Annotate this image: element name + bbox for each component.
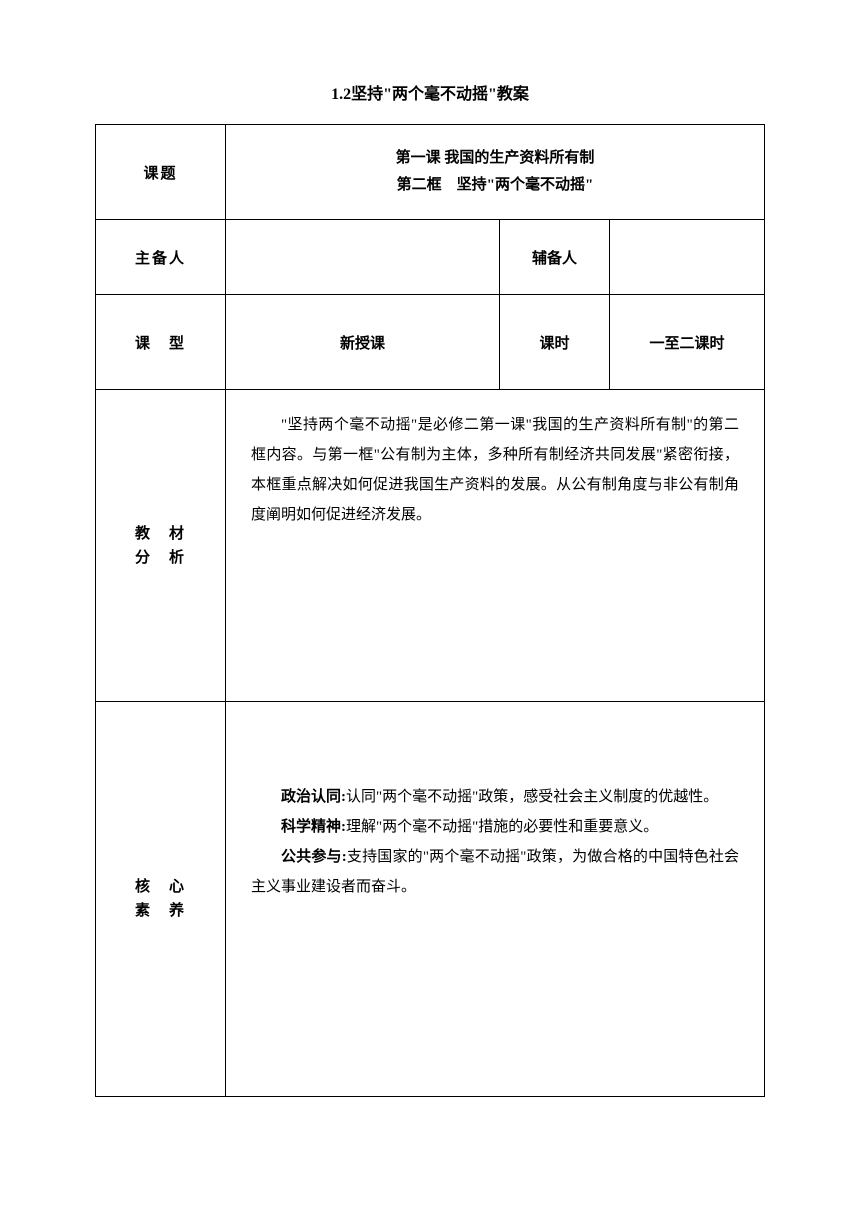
core-line2-bold: 科学精神: <box>281 819 346 835</box>
core-line1-bold: 政治认同: <box>281 789 346 805</box>
core-line1: 政治认同:认同"两个毫不动摇"政策，感受社会主义制度的优越性。 <box>251 782 739 812</box>
class-type-value: 新授课 <box>226 295 500 390</box>
topic-row: 课题 第一课 我国的生产资料所有制 第二框 坚持"两个毫不动摇" <box>96 125 765 220</box>
lesson-plan-table: 课题 第一课 我国的生产资料所有制 第二框 坚持"两个毫不动摇" 主备人 辅备人… <box>95 124 765 1097</box>
core-line1-text: 认同"两个毫不动摇"政策，感受社会主义制度的优越性。 <box>346 789 718 805</box>
analysis-text: "坚持两个毫不动摇"是必修二第一课"我国的生产资料所有制"的第二框内容。与第一框… <box>251 410 739 530</box>
core-line3: 公共参与:支持国家的"两个毫不动摇"政策，为做合格的中国特色社会主义事业建设者而… <box>251 842 739 902</box>
analysis-row: 教 材 分 析 "坚持两个毫不动摇"是必修二第一课"我国的生产资料所有制"的第二… <box>96 390 765 702</box>
page-title: 1.2坚持"两个毫不动摇"教案 <box>95 80 765 104</box>
core-row: 核 心 素 养 政治认同:认同"两个毫不动摇"政策，感受社会主义制度的优越性。 … <box>96 702 765 1097</box>
main-preparer-value <box>226 220 500 295</box>
assist-preparer-value <box>610 220 765 295</box>
class-type-label: 课 型 <box>96 295 226 390</box>
analysis-label: 教 材 分 析 <box>96 390 226 702</box>
core-label-line2: 素 养 <box>96 899 225 923</box>
period-label: 课时 <box>500 295 610 390</box>
core-line3-bold: 公共参与: <box>281 849 347 865</box>
period-value: 一至二课时 <box>610 295 765 390</box>
class-type-row: 课 型 新授课 课时 一至二课时 <box>96 295 765 390</box>
main-preparer-label: 主备人 <box>96 220 226 295</box>
core-label-line1: 核 心 <box>96 875 225 899</box>
preparer-row: 主备人 辅备人 <box>96 220 765 295</box>
analysis-label-line2: 分 析 <box>96 546 225 570</box>
core-label: 核 心 素 养 <box>96 702 226 1097</box>
core-line2-text: 理解"两个毫不动摇"措施的必要性和重要意义。 <box>346 819 658 835</box>
assist-preparer-label: 辅备人 <box>500 220 610 295</box>
core-content: 政治认同:认同"两个毫不动摇"政策，感受社会主义制度的优越性。 科学精神:理解"… <box>226 702 765 1097</box>
analysis-label-line1: 教 材 <box>96 522 225 546</box>
topic-label: 课题 <box>96 125 226 220</box>
analysis-content: "坚持两个毫不动摇"是必修二第一课"我国的生产资料所有制"的第二框内容。与第一框… <box>226 390 765 702</box>
core-line2: 科学精神:理解"两个毫不动摇"措施的必要性和重要意义。 <box>251 812 739 842</box>
topic-line2: 第二框 坚持"两个毫不动摇" <box>226 172 764 199</box>
topic-content: 第一课 我国的生产资料所有制 第二框 坚持"两个毫不动摇" <box>226 125 765 220</box>
topic-line1: 第一课 我国的生产资料所有制 <box>226 145 764 172</box>
